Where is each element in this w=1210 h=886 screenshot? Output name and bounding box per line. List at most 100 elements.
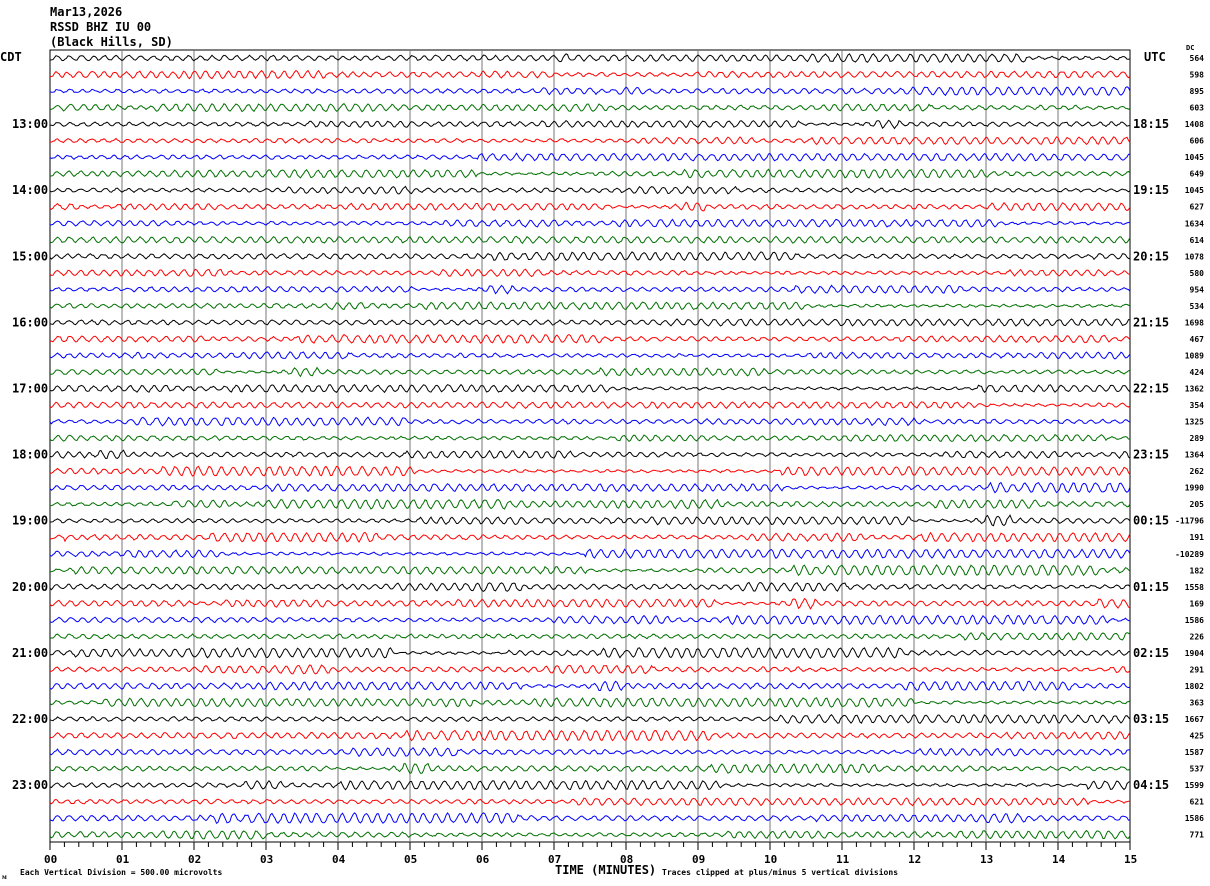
dc-offset-label: 1558: [1185, 583, 1204, 592]
dc-offset-label: 1802: [1185, 682, 1204, 691]
left-hour-label: 16:00: [12, 315, 48, 329]
dc-offset-label: 205: [1190, 500, 1205, 509]
dc-offset-label: 1634: [1185, 219, 1204, 228]
dc-offset-label: 564: [1190, 54, 1205, 63]
left-hour-label: 15:00: [12, 249, 48, 263]
seismic-trace: [49, 531, 1131, 543]
right-hour-label: 20:15: [1133, 249, 1169, 263]
dc-offset-label: 1904: [1185, 649, 1204, 658]
right-hour-label: 02:15: [1133, 646, 1169, 660]
seismic-trace: [49, 86, 1131, 97]
dc-offset-label: 598: [1190, 71, 1205, 80]
x-tick-label: 06: [476, 853, 490, 866]
x-tick-label: 13: [980, 853, 993, 866]
dc-offset-label: 363: [1190, 698, 1205, 707]
seismic-trace: [49, 564, 1131, 577]
seismic-trace: [49, 664, 1131, 675]
seismic-trace: [49, 697, 1131, 708]
seismic-trace: [49, 829, 1131, 840]
left-hour-label: 23:00: [12, 778, 48, 792]
dc-offset-label: 354: [1190, 401, 1205, 410]
seismic-trace: [49, 301, 1131, 311]
right-hour-label: 21:15: [1133, 315, 1169, 329]
right-hour-label: 22:15: [1133, 382, 1169, 396]
left-hour-label: 14:00: [12, 183, 48, 197]
dc-offset-label: 771: [1190, 831, 1205, 840]
x-tick-label: 05: [404, 853, 417, 866]
x-tick-label: 04: [332, 853, 346, 866]
dc-offset-label: 1089: [1185, 351, 1204, 360]
seismic-trace: [49, 597, 1131, 610]
seismic-trace: [49, 366, 1131, 378]
dc-offset-label: 467: [1190, 335, 1205, 344]
seismic-trace: [49, 119, 1131, 130]
seismic-trace: [50, 514, 1131, 527]
x-tick-label: 07: [548, 853, 561, 866]
dc-offset-label: 191: [1190, 533, 1205, 542]
dc-offset-label: 627: [1190, 203, 1205, 212]
right-hour-label: 01:15: [1133, 580, 1169, 594]
seismic-trace: [49, 102, 1131, 113]
dc-offset-label: 534: [1190, 302, 1205, 311]
dc-offset-label: 1698: [1185, 318, 1204, 327]
plot-frame: [49, 49, 1131, 843]
seismic-trace: [49, 449, 1131, 460]
seismic-trace: [49, 268, 1131, 278]
seismic-trace: [49, 201, 1131, 212]
dc-offset-label: 289: [1190, 434, 1205, 443]
title-station: RSSD BHZ IU 00: [50, 20, 151, 34]
dc-label: DC: [1186, 44, 1194, 52]
dc-offset-label: 537: [1190, 765, 1205, 774]
seismic-trace: [49, 218, 1131, 228]
right-hour-label: 00:15: [1133, 514, 1169, 528]
dc-offset-label: 1667: [1185, 715, 1204, 724]
dc-offset-label: 182: [1190, 566, 1205, 575]
right-timezone: UTC: [1144, 50, 1166, 64]
seismic-trace: [49, 498, 1131, 510]
seismic-trace: [49, 168, 1131, 179]
seismic-trace: [49, 401, 1131, 410]
seismic-trace: [49, 251, 1131, 262]
seismic-trace: [49, 52, 1131, 64]
left-hour-label: 17:00: [12, 382, 48, 396]
dc-offset-label: 621: [1190, 798, 1205, 807]
footer-clip-note: Traces clipped at plus/minus 5 vertical …: [662, 867, 898, 877]
x-tick-label: 00: [44, 853, 57, 866]
right-hour-label: 19:15: [1133, 183, 1169, 197]
seismic-trace: [49, 465, 1131, 477]
seismic-trace: [49, 713, 1131, 725]
dc-offset-label: 1362: [1185, 385, 1204, 394]
left-hour-label: 19:00: [12, 514, 48, 528]
seismic-trace: [49, 416, 1131, 427]
left-hour-label: 22:00: [12, 712, 48, 726]
dc-offset-label: 1408: [1185, 120, 1204, 129]
x-tick-label: 08: [620, 853, 633, 866]
seismic-trace: [49, 729, 1131, 742]
seismic-trace: [49, 69, 1131, 80]
x-tick-label: 01: [116, 853, 130, 866]
dc-offset-label: -10289: [1175, 550, 1204, 559]
dc-offset-label: 1599: [1185, 781, 1204, 790]
seismic-trace: [49, 318, 1131, 327]
seismic-trace: [49, 632, 1131, 641]
seismic-trace: [49, 185, 1131, 195]
seismic-trace: [49, 548, 1131, 560]
left-timezone: CDT: [0, 50, 22, 64]
seismic-trace: [49, 152, 1131, 162]
x-tick-label: 10: [764, 853, 777, 866]
dc-offset-label: 262: [1190, 467, 1205, 476]
left-hour-label: 21:00: [12, 646, 48, 660]
seismic-trace: [49, 614, 1131, 626]
dc-offset-label: 1586: [1185, 814, 1204, 823]
dc-offset-label: 1587: [1185, 748, 1204, 757]
dc-offset-label: 424: [1190, 368, 1205, 377]
x-axis-label: TIME (MINUTES): [555, 863, 656, 877]
title-date: Mar13,2026: [50, 5, 122, 19]
seismic-trace: [49, 762, 1131, 775]
seismic-trace: [49, 383, 1131, 394]
dc-offset-label: 425: [1190, 732, 1205, 741]
seismic-trace: [49, 351, 1131, 360]
dc-offset-label: 1990: [1185, 484, 1204, 493]
dc-offset-label: 291: [1190, 665, 1205, 674]
right-hour-label: 04:15: [1133, 778, 1169, 792]
